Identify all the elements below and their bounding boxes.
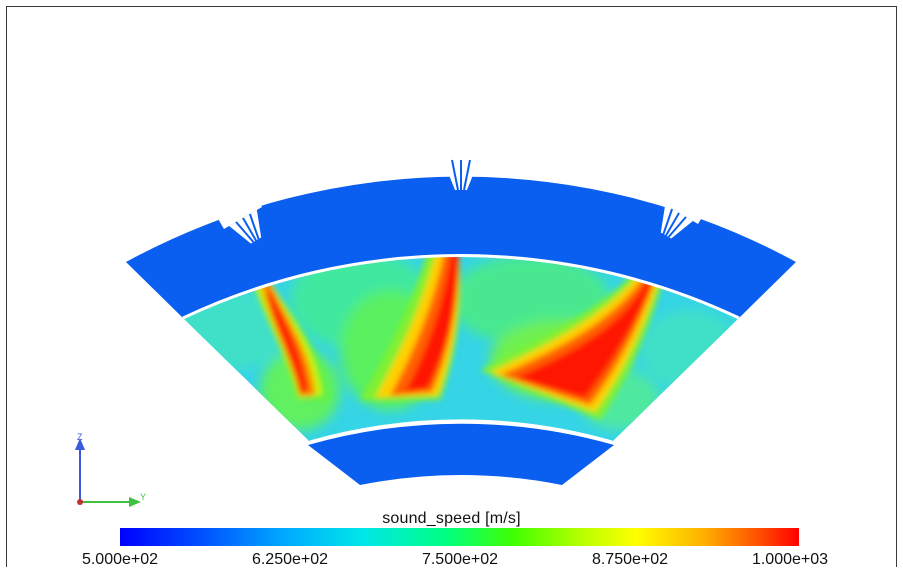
colorbar-tick-min: 5.000e+02 (81, 551, 159, 568)
fluid-domain (183, 255, 739, 442)
contour-plot-view[interactable]: Z Y (0, 0, 903, 510)
inner-interface-line (309, 419, 613, 444)
inner-hub-region (308, 423, 614, 485)
colorbar-tick-mid: 7.500e+02 (421, 551, 499, 568)
z-axis-label: Z (77, 432, 83, 442)
injector-right (659, 191, 705, 239)
axes-triad: Z Y (75, 432, 146, 507)
colorbar-tick-max: 1.000e+03 (751, 551, 829, 568)
injector-center (437, 148, 485, 191)
outer-casing-region (126, 176, 796, 318)
y-axis-label: Y (140, 492, 146, 502)
colorbar-tick-3: 8.750e+02 (591, 551, 669, 568)
injector-left (217, 196, 263, 244)
colorbar-title: sound_speed [m/s] (382, 510, 521, 527)
outer-interface-line (182, 254, 740, 320)
colorbar-tick-1: 6.250e+02 (251, 551, 329, 568)
colorbar (120, 528, 799, 546)
